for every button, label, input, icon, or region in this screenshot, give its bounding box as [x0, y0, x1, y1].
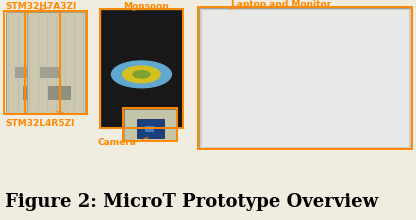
Bar	[48, 86, 71, 100]
Text: Camera: Camera	[98, 138, 136, 147]
Text: Figure 2: MicroT Prototype Overview: Figure 2: MicroT Prototype Overview	[5, 193, 378, 211]
Bar	[4, 11, 60, 114]
Circle shape	[123, 66, 160, 83]
Text: STM32H7A3ZI: STM32H7A3ZI	[5, 2, 77, 11]
Bar	[23, 86, 46, 100]
Circle shape	[111, 61, 171, 88]
Bar	[124, 109, 176, 140]
Bar	[198, 7, 412, 149]
Bar	[145, 126, 154, 132]
Bar	[137, 119, 164, 139]
Bar	[25, 11, 87, 114]
Bar	[40, 67, 60, 78]
Bar	[199, 8, 411, 148]
Bar	[100, 9, 183, 128]
Text: STM32L4R5ZI: STM32L4R5ZI	[5, 119, 74, 128]
Bar	[15, 67, 33, 78]
Bar	[6, 12, 58, 113]
Bar	[123, 108, 177, 141]
Circle shape	[133, 71, 150, 78]
Text: Laptop and Monitor: Laptop and Monitor	[231, 0, 331, 9]
Text: Monsoon: Monsoon	[123, 2, 168, 11]
Bar	[27, 12, 85, 113]
Bar	[201, 9, 409, 147]
Bar	[101, 10, 182, 127]
